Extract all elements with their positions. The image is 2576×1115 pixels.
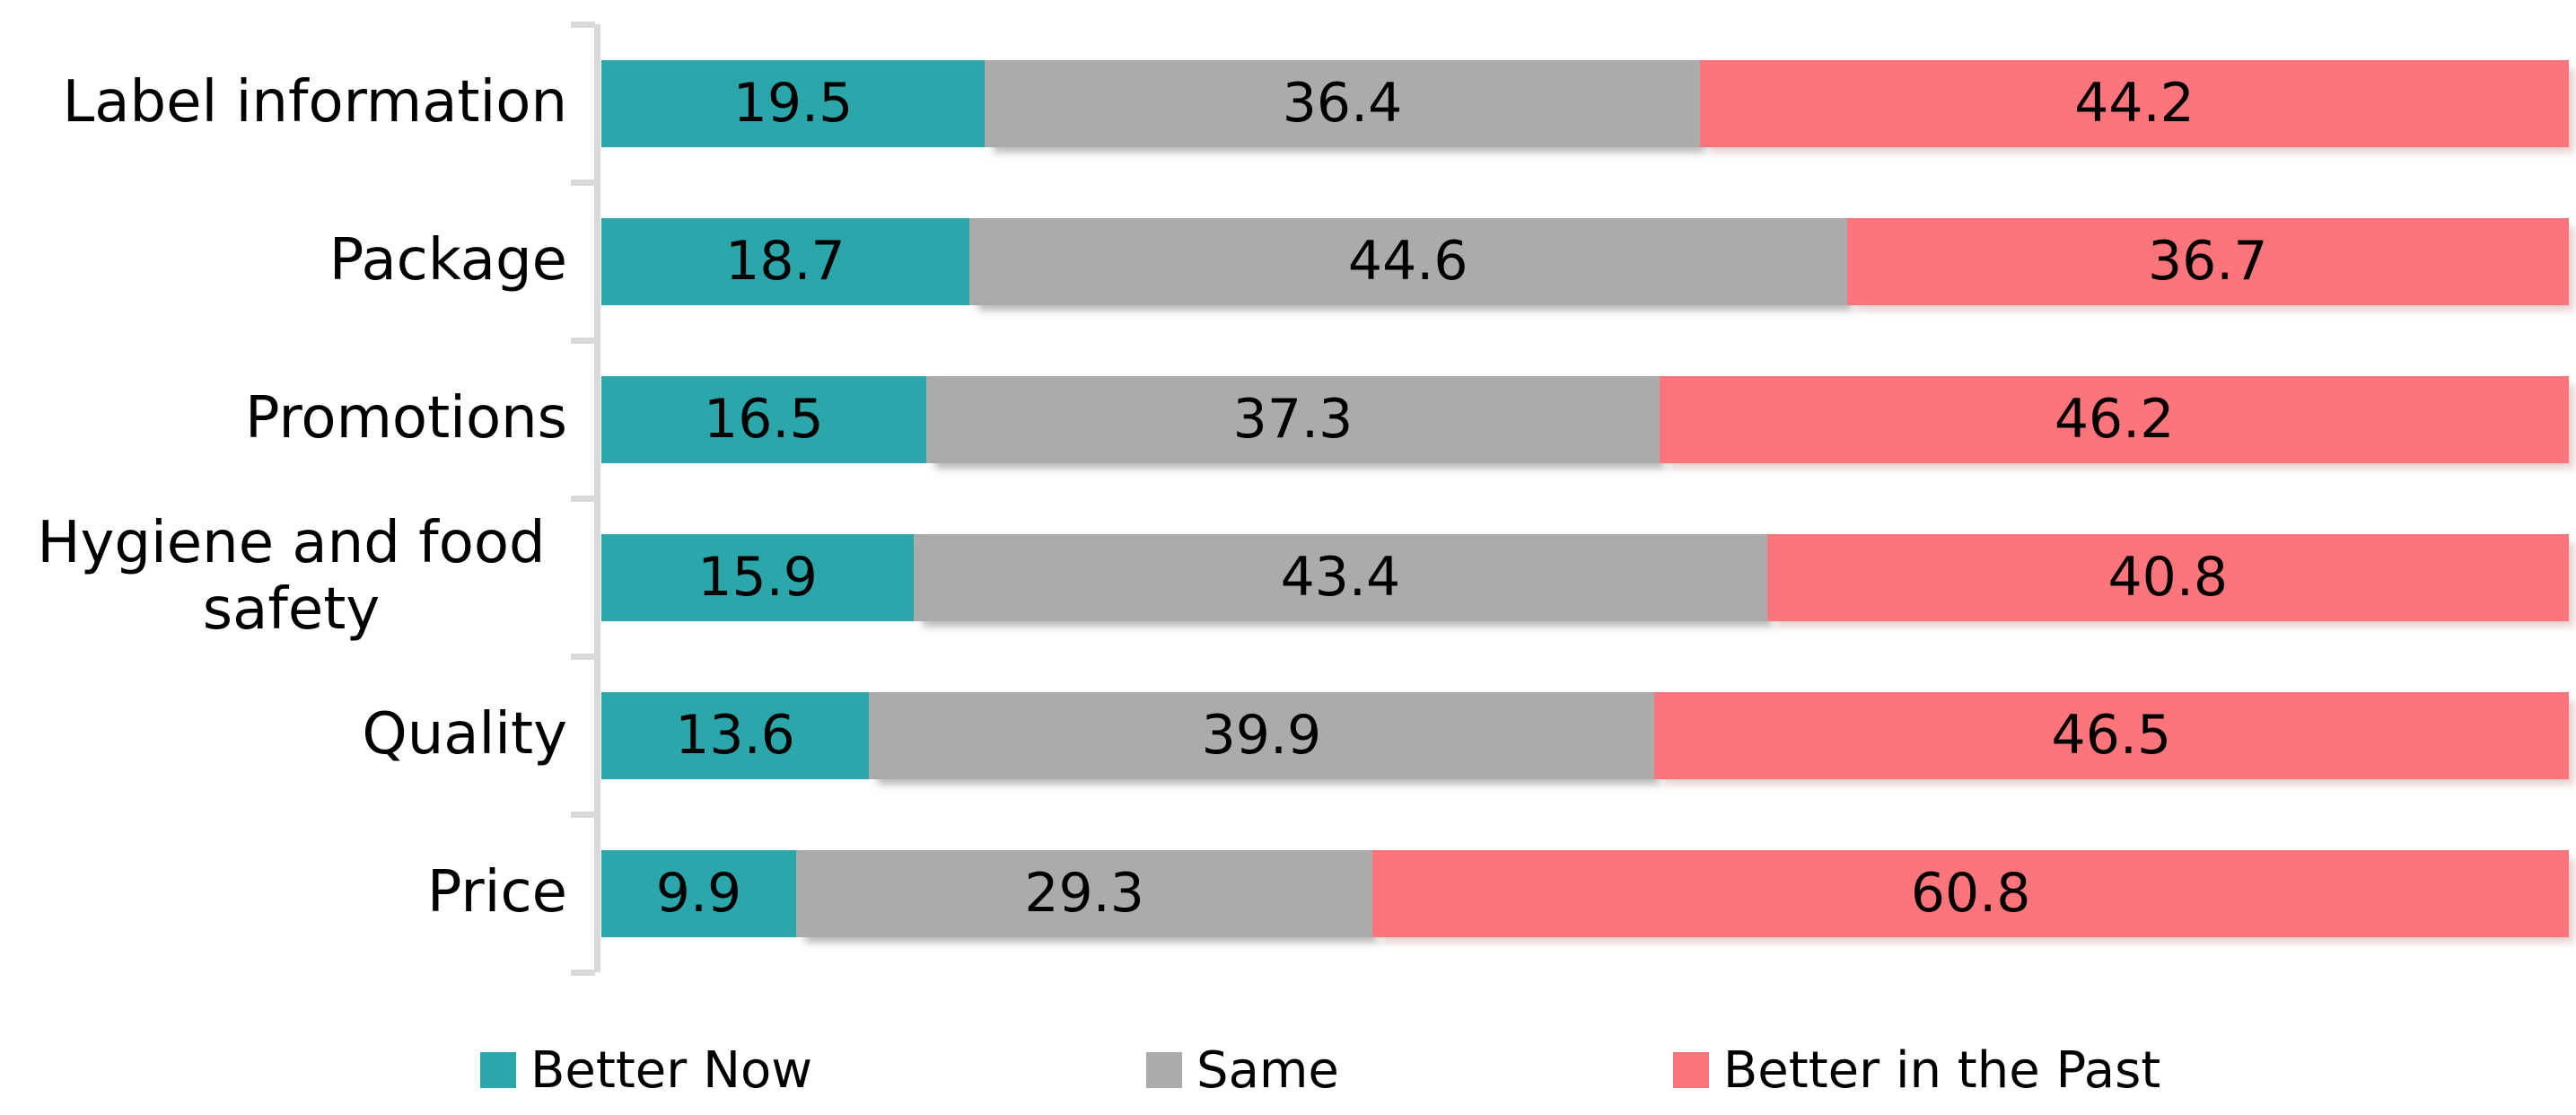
legend-swatch	[1146, 1052, 1183, 1088]
bar-segment-better-in-the-past: 46.5	[1653, 691, 2569, 779]
bar-segment-same: 29.3	[796, 849, 1373, 937]
legend-label: Better Now	[530, 1040, 813, 1100]
data-label: 46.2	[2054, 388, 2175, 451]
bar-segment-better-now: 18.7	[601, 217, 969, 305]
data-label: 9.9	[655, 862, 742, 925]
data-label: 60.8	[1910, 862, 2031, 925]
stacked-bar: 15.9 43.4 40.8	[601, 533, 2569, 621]
data-label: 18.7	[725, 230, 846, 293]
legend-swatch	[480, 1052, 516, 1088]
category-label: Hygiene and food safety	[37, 510, 546, 643]
category-label: Label information	[62, 69, 567, 136]
data-label: 37.3	[1232, 388, 1354, 451]
axis-tick	[571, 179, 595, 186]
legend-label: Better in the Past	[1722, 1040, 2161, 1100]
bar-row: Hygiene and food safety 15.9 43.4 40.8	[0, 498, 2569, 656]
bar-row: Promotions 16.5 37.3 46.2	[0, 340, 2569, 498]
bar-segment-better-in-the-past: 46.2	[1660, 375, 2569, 463]
bar-segment-better-now: 9.9	[601, 849, 796, 937]
stacked-bar: 18.7 44.6 36.7	[601, 217, 2569, 305]
legend-label: Same	[1196, 1040, 1339, 1100]
category-label: Package	[329, 227, 567, 294]
data-label: 46.5	[2051, 704, 2172, 767]
axis-tick	[571, 653, 595, 660]
category-label: Price	[426, 859, 567, 926]
data-label: 29.3	[1024, 862, 1144, 925]
bar-segment-same: 43.4	[914, 533, 1767, 621]
legend-item-better-now: Better Now	[480, 1041, 812, 1100]
axis-tick	[571, 337, 595, 344]
data-label: 36.7	[2147, 230, 2268, 293]
bar-segment-same: 44.6	[968, 217, 1847, 305]
bar-row: Quality 13.6 39.9 46.5	[0, 656, 2569, 814]
data-label: 44.6	[1347, 230, 1468, 293]
bar-segment-better-now: 19.5	[601, 59, 985, 147]
bar-segment-better-in-the-past: 60.8	[1372, 849, 2569, 937]
stacked-bar: 9.9 29.3 60.8	[601, 849, 2569, 937]
data-label: 40.8	[2107, 546, 2229, 609]
data-label: 16.5	[704, 388, 824, 451]
legend-swatch	[1672, 1052, 1709, 1088]
data-label: 43.4	[1280, 546, 1401, 609]
data-label: 36.4	[1282, 72, 1403, 135]
legend: Better Now Same Better in the Past	[0, 1034, 2576, 1106]
legend-item-better-in-the-past: Better in the Past	[1672, 1040, 2161, 1100]
stacked-bar: 13.6 39.9 46.5	[601, 691, 2569, 779]
category-label: Promotions	[245, 385, 567, 452]
bar-row: Label information 19.5 36.4 44.2	[0, 24, 2569, 182]
bar-segment-better-now: 15.9	[601, 533, 915, 621]
stacked-bar: 16.5 37.3 46.2	[601, 375, 2569, 463]
bar-segment-same: 39.9	[869, 691, 1654, 779]
axis-tick	[571, 811, 595, 818]
bar-segment-better-now: 13.6	[601, 691, 870, 779]
legend-item-same: Same	[1146, 1041, 1339, 1100]
data-label: 19.5	[732, 72, 854, 135]
bar-row: Package 18.7 44.6 36.7	[0, 182, 2569, 340]
plot-area: Label information 19.5 36.4 44.2 Package 1…	[0, 24, 2569, 972]
category-axis-line	[594, 24, 600, 972]
data-label: 44.2	[2074, 72, 2195, 135]
data-label: 39.9	[1201, 704, 1322, 767]
bar-segment-same: 36.4	[985, 59, 1701, 147]
axis-tick	[571, 21, 595, 28]
axis-tick	[571, 969, 595, 976]
axis-tick	[571, 495, 595, 502]
stacked-bar: 19.5 36.4 44.2	[601, 59, 2569, 147]
data-label: 15.9	[697, 546, 818, 609]
bar-segment-better-in-the-past: 36.7	[1846, 217, 2569, 305]
bar-segment-better-now: 16.5	[601, 375, 926, 463]
category-label: Quality	[362, 701, 567, 768]
bar-segment-same: 37.3	[925, 375, 1660, 463]
bar-segment-better-in-the-past: 44.2	[1700, 59, 2569, 147]
bar-segment-better-in-the-past: 40.8	[1766, 533, 2569, 621]
bar-row: Price 9.9 29.3 60.8	[0, 814, 2569, 972]
data-label: 13.6	[675, 704, 795, 767]
